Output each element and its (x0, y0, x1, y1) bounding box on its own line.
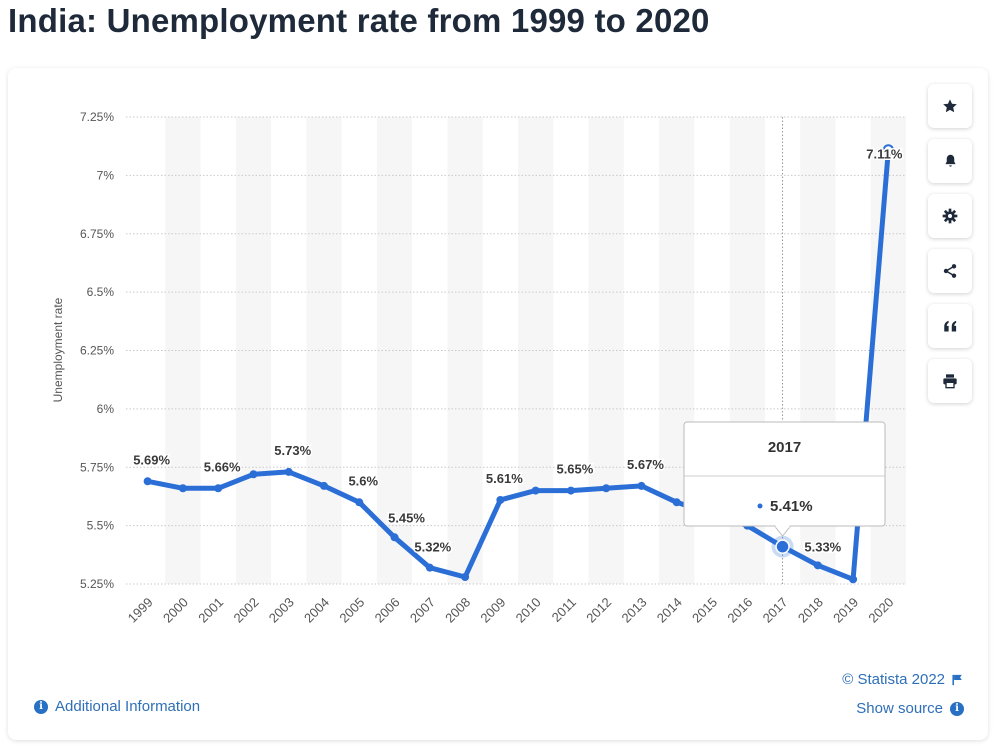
print-button[interactable] (928, 359, 972, 403)
data-point[interactable] (355, 498, 364, 507)
info-icon: i (950, 701, 964, 716)
data-label: 5.32% (414, 540, 451, 555)
y-tick-label: 6.25% (80, 344, 114, 358)
y-tick-label: 7.25% (80, 110, 114, 124)
y-tick-label: 6% (97, 402, 115, 416)
x-tick-label: 2020 (865, 595, 896, 626)
x-tick-label: 2006 (372, 595, 403, 626)
share-icon (943, 264, 957, 278)
x-tick-label: 2005 (336, 595, 367, 626)
data-point[interactable] (390, 533, 399, 542)
x-tick-label: 2015 (689, 595, 720, 626)
y-tick-label: 6.5% (87, 285, 115, 299)
tooltip-value: 5.41% (770, 498, 813, 515)
show-source-label: Show source (856, 700, 943, 717)
data-point[interactable] (849, 575, 858, 584)
star-icon (943, 99, 957, 113)
page-title: India: Unemployment rate from 1999 to 20… (8, 2, 710, 39)
data-point[interactable] (461, 572, 470, 581)
settings-button[interactable] (928, 194, 972, 238)
data-point[interactable] (496, 495, 505, 504)
data-point[interactable] (284, 467, 293, 476)
data-point[interactable] (249, 470, 258, 479)
x-tick-label: 2001 (195, 595, 226, 626)
data-point[interactable] (672, 498, 681, 507)
x-tick-label: 2010 (513, 595, 544, 626)
x-tick-label: 2004 (301, 595, 332, 626)
print-icon (943, 374, 957, 389)
x-tick-label: 2002 (231, 595, 262, 626)
x-tick-label: 2009 (477, 595, 508, 626)
data-point[interactable] (178, 484, 187, 493)
data-label: 5.45% (388, 510, 425, 525)
data-point[interactable] (566, 486, 575, 495)
y-tick-label: 5.75% (80, 460, 114, 474)
y-tick-label: 6.75% (80, 227, 114, 241)
x-tick-label: 2012 (583, 595, 614, 626)
copyright-label: © Statista 2022 (842, 671, 945, 688)
data-label: 7.11% (866, 147, 903, 162)
data-point[interactable] (320, 481, 328, 490)
data-label: 5.67% (627, 457, 664, 472)
x-tick-label: 2013 (619, 595, 650, 626)
info-icon: i (34, 699, 48, 714)
data-label: 5.33% (804, 539, 841, 554)
show-source-link[interactable]: Show source i (856, 700, 964, 717)
data-label: 5.69% (133, 452, 170, 467)
favorite-button[interactable] (928, 84, 972, 128)
tooltip-year: 2017 (768, 439, 801, 456)
data-point[interactable] (143, 477, 152, 486)
data-point[interactable] (637, 481, 646, 490)
x-tick-label: 2014 (654, 595, 685, 626)
data-point[interactable] (531, 486, 540, 495)
quote-icon (943, 320, 956, 331)
additional-information-label: Additional Information (55, 698, 201, 715)
y-tick-label: 7% (97, 168, 115, 182)
data-label: 5.66% (204, 459, 241, 474)
x-tick-label: 2007 (407, 595, 438, 626)
data-label: 5.6% (348, 473, 378, 488)
x-tick-label: 2003 (266, 595, 297, 626)
data-label: 5.73% (274, 443, 311, 458)
data-point[interactable] (813, 561, 822, 570)
data-point[interactable] (425, 563, 434, 572)
tooltip-pointer-mask (775, 524, 790, 528)
flag-icon (952, 674, 962, 685)
x-tick-label: 2016 (724, 595, 755, 626)
bell-icon (945, 154, 955, 167)
data-point[interactable] (602, 484, 611, 493)
data-label: 5.65% (556, 462, 593, 477)
data-point[interactable] (882, 144, 894, 156)
y-axis-label: Unemployment rate (51, 297, 65, 402)
x-tick-label: 2011 (549, 595, 579, 625)
notification-button[interactable] (928, 139, 972, 183)
cite-button[interactable] (928, 304, 972, 348)
copyright-link[interactable]: © Statista 2022 (842, 671, 963, 688)
x-tick-label: 2019 (830, 595, 861, 626)
data-point[interactable] (775, 539, 790, 554)
tooltip-series-marker (757, 503, 763, 509)
additional-information-link[interactable]: i Additional Information (34, 698, 200, 715)
y-tick-label: 5.25% (80, 577, 114, 591)
data-point[interactable] (214, 484, 223, 493)
chart-toolbar (928, 84, 973, 414)
x-tick-label: 2018 (795, 595, 826, 626)
data-label: 5.61% (486, 471, 523, 486)
gear-icon (942, 208, 958, 224)
x-tick-label: 2008 (442, 595, 473, 626)
y-tick-label: 5.5% (87, 519, 115, 533)
series-line (145, 147, 891, 582)
share-button[interactable] (928, 249, 972, 293)
x-tick-label: 2000 (160, 595, 191, 626)
x-tick-label: 2017 (760, 595, 791, 626)
x-tick-label: 1999 (125, 595, 156, 626)
